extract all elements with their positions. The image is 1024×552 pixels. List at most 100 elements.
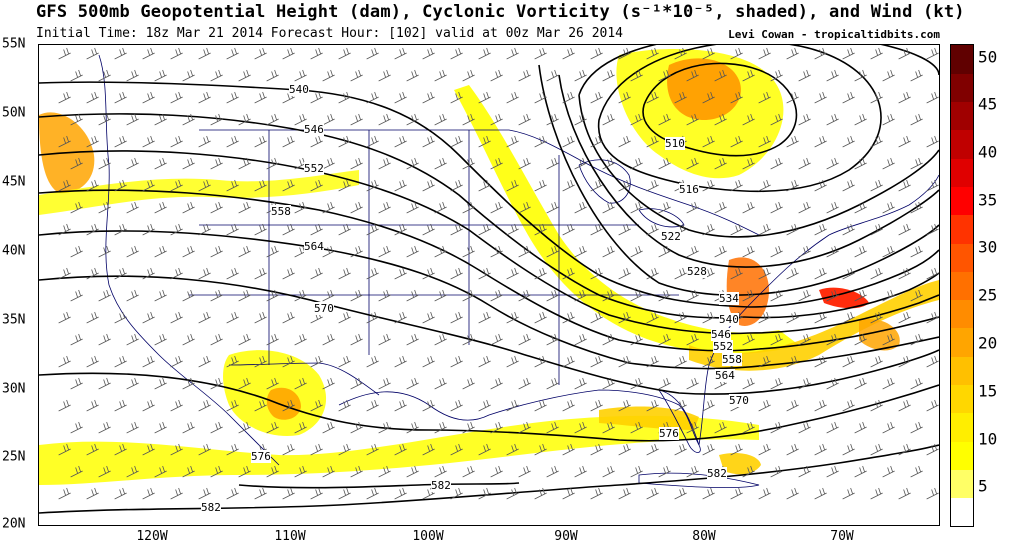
wind-barb	[170, 355, 183, 368]
wind-barb	[478, 47, 491, 60]
vort-mexico-core	[266, 387, 301, 420]
wind-barb	[786, 443, 799, 456]
wind-barb	[422, 91, 435, 104]
wind-barb	[714, 113, 727, 126]
wind-barb	[322, 377, 335, 390]
wind-barb	[86, 135, 99, 148]
wind-barb	[282, 355, 295, 368]
wind-barb	[394, 179, 407, 192]
wind-barb	[870, 399, 883, 412]
wind-barb	[366, 355, 379, 368]
vort-caribbean	[719, 453, 761, 475]
wind-barb	[882, 113, 895, 126]
wind-barb	[714, 421, 727, 434]
wind-barb	[98, 465, 111, 478]
wind-barb	[842, 267, 855, 280]
wind-barb	[758, 179, 771, 192]
wind-barb	[630, 69, 643, 82]
wind-barb	[506, 223, 519, 236]
wind-barb	[338, 355, 351, 368]
wind-barb	[350, 113, 363, 126]
contour-522	[578, 45, 939, 238]
wind-barb	[910, 289, 923, 302]
wind-barb	[58, 135, 71, 148]
wind-barb	[378, 157, 391, 170]
wind-barb	[518, 333, 531, 346]
wind-barb	[254, 355, 267, 368]
wind-barb	[294, 465, 307, 478]
wind-barb	[282, 399, 295, 412]
wind-barb	[926, 47, 939, 60]
contour-570	[39, 275, 939, 395]
wind-barb	[154, 69, 167, 82]
wind-barb	[506, 443, 519, 456]
wind-barb	[674, 311, 687, 324]
colorbar-label-50: 50	[978, 47, 998, 67]
wind-barb	[434, 113, 447, 126]
wind-barb	[366, 267, 379, 280]
contour-label-540-east: 540	[719, 313, 739, 326]
wind-barb	[854, 377, 867, 390]
map-credit: Levi Cowan - tropicaltidbits.com	[728, 28, 940, 41]
contour-label-582: 582	[201, 501, 221, 514]
wind-barb	[422, 47, 435, 60]
wind-barb	[646, 267, 659, 280]
wind-barb	[226, 443, 239, 456]
wind-barb	[826, 245, 839, 258]
wind-barb	[58, 267, 71, 280]
contour-528	[558, 74, 939, 268]
wind-barb	[142, 135, 155, 148]
wind-barb	[70, 201, 83, 214]
wind-barb	[282, 267, 295, 280]
wind-barb	[210, 201, 223, 214]
wind-barb	[574, 69, 587, 82]
wind-barb	[86, 399, 99, 412]
wind-barb	[758, 443, 771, 456]
wind-barb	[926, 443, 939, 456]
wind-barb	[798, 465, 811, 478]
wind-barb	[170, 179, 183, 192]
wind-barb	[490, 157, 503, 170]
wind-barb	[506, 47, 519, 60]
wind-barb	[546, 69, 559, 82]
wind-barb	[814, 443, 827, 456]
wind-barb	[646, 91, 659, 104]
wind-barb	[422, 179, 435, 192]
wind-barb	[70, 245, 83, 258]
wind-barb	[462, 421, 475, 434]
wind-barb	[350, 465, 363, 478]
wind-barb	[546, 465, 559, 478]
wind-barb	[926, 135, 939, 148]
lon-label-80w: 80W	[692, 529, 716, 544]
wind-barb	[70, 377, 83, 390]
wind-barb	[422, 399, 435, 412]
wind-barb	[226, 91, 239, 104]
wind-barb	[198, 47, 211, 60]
wind-barb	[842, 223, 855, 236]
wind-barb	[798, 69, 811, 82]
colorbar-segment	[951, 158, 973, 187]
wind-barb	[898, 91, 911, 104]
wind-barb	[882, 289, 895, 302]
wind-barb	[534, 267, 547, 280]
wind-barb	[702, 443, 715, 456]
wind-barb	[282, 311, 295, 324]
east-coast	[698, 174, 939, 446]
wind-barb	[238, 113, 251, 126]
wind-barb	[506, 135, 519, 148]
wind-barb	[910, 377, 923, 390]
wind-barb	[602, 157, 615, 170]
wind-barb	[434, 465, 447, 478]
colorbar	[950, 44, 974, 527]
wind-barb	[518, 201, 531, 214]
wind-barb	[814, 399, 827, 412]
wind-barb	[590, 443, 603, 456]
contour-label-576: 576	[251, 450, 271, 463]
wind-barb	[210, 333, 223, 346]
wind-barb	[322, 333, 335, 346]
wind-barb	[562, 223, 575, 236]
gulf-coast	[338, 389, 700, 446]
wind-barb	[506, 355, 519, 368]
wind-barb	[182, 157, 195, 170]
wind-barb	[770, 113, 783, 126]
